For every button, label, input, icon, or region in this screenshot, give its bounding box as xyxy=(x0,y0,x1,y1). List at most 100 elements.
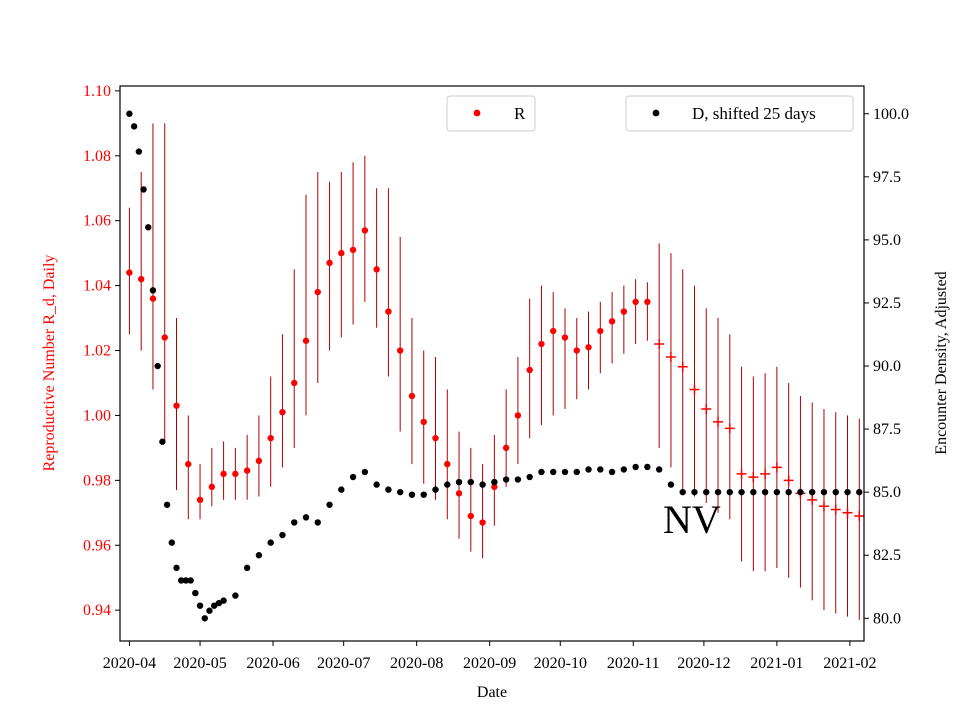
legend-d: D, shifted 25 days xyxy=(625,95,854,132)
d-point xyxy=(149,287,157,294)
r-point xyxy=(526,366,533,374)
d-point xyxy=(154,362,161,370)
d-point xyxy=(168,539,175,546)
r-point-projected xyxy=(818,501,829,512)
d-point xyxy=(243,564,251,572)
r-point xyxy=(220,470,227,478)
d-point xyxy=(620,466,628,473)
x-tick-label: 2020-07 xyxy=(317,655,370,672)
r-point xyxy=(467,512,475,520)
d-point xyxy=(726,488,733,496)
d-point xyxy=(373,481,380,488)
d-point xyxy=(820,488,828,496)
r-point xyxy=(137,275,145,283)
r-point xyxy=(208,483,216,491)
left-tick-label: 1.00 xyxy=(83,407,111,424)
x-tick-label: 2020-04 xyxy=(103,655,156,672)
r-point-projected xyxy=(665,352,676,363)
r-point xyxy=(514,412,522,419)
right-tick-label: 100.0 xyxy=(873,106,909,123)
d-point xyxy=(187,577,194,584)
legend-d-label: D, shifted 25 days xyxy=(692,104,816,123)
left-tick-label: 0.94 xyxy=(83,602,111,619)
d-point xyxy=(192,589,199,597)
d-point xyxy=(632,463,639,471)
d-point xyxy=(703,488,710,496)
x-axis-label: Date xyxy=(477,684,507,701)
d-point xyxy=(408,491,416,498)
x-tick-label: 2020-09 xyxy=(463,655,516,672)
r-point-projected xyxy=(736,468,747,479)
r-point-projected xyxy=(760,468,771,479)
d-point xyxy=(455,478,463,486)
right-tick-label: 82.5 xyxy=(873,547,901,564)
d-point xyxy=(215,599,223,607)
d-point xyxy=(135,148,143,155)
legend-d-box xyxy=(625,95,854,132)
state-annotation: NV xyxy=(663,497,721,542)
r-point xyxy=(243,467,251,474)
left-tick-label: 0.96 xyxy=(83,537,111,554)
x-tick-label: 2020-05 xyxy=(173,655,226,672)
d-point xyxy=(538,468,545,476)
x-tick-label: 2021-01 xyxy=(750,655,803,672)
d-point xyxy=(491,478,498,486)
d-point xyxy=(302,514,310,521)
d-point xyxy=(196,602,204,609)
r-point xyxy=(161,334,168,341)
legend-r: R xyxy=(446,95,536,132)
r-point-projected xyxy=(748,472,759,483)
r-point xyxy=(232,470,239,478)
d-point xyxy=(597,466,604,473)
d-point xyxy=(479,481,486,488)
r-point xyxy=(196,496,204,504)
legend-d-marker xyxy=(652,109,660,117)
d-point xyxy=(210,602,218,609)
d-point xyxy=(163,501,171,508)
r-point-projected xyxy=(654,339,665,350)
x-axis-ticks: 2020-04 2020-05 2020-06 2020-07 2020-08 2020-… xyxy=(103,641,877,672)
d-point xyxy=(145,224,152,231)
r-point xyxy=(585,344,592,351)
d-point xyxy=(314,519,321,526)
r-point xyxy=(408,392,416,400)
r-point xyxy=(173,402,180,409)
right-tick-label: 95.0 xyxy=(873,232,901,249)
d-point xyxy=(206,607,213,614)
axes-frame xyxy=(119,85,865,642)
d-point xyxy=(526,473,533,481)
d-point xyxy=(502,476,510,483)
r-point xyxy=(302,337,310,344)
d-point xyxy=(655,466,663,473)
right-tick-label: 90.0 xyxy=(873,358,901,375)
legend-r-box xyxy=(446,95,536,132)
y-axis-right-label: Encounter Density, Adjusted xyxy=(933,271,950,454)
d-point xyxy=(326,501,333,508)
legend-r-marker xyxy=(473,109,481,117)
legend-r-label: R xyxy=(514,104,526,123)
r-point xyxy=(326,259,333,267)
r-point xyxy=(185,460,192,468)
left-tick-label: 0.98 xyxy=(83,472,111,489)
r-point-projected xyxy=(713,416,724,427)
r-point xyxy=(291,379,298,387)
d-point xyxy=(140,186,147,193)
d-point xyxy=(444,481,451,488)
r-point xyxy=(149,295,157,302)
r-point xyxy=(620,308,628,315)
d-point xyxy=(585,466,592,473)
d-point xyxy=(232,592,239,599)
r-point xyxy=(255,457,263,465)
d-point xyxy=(679,488,686,496)
r-point xyxy=(479,519,486,526)
right-tick-label: 87.5 xyxy=(873,421,901,438)
d-point xyxy=(738,488,745,496)
d-point xyxy=(349,473,357,481)
d-point xyxy=(279,531,286,539)
left-axis-ticks: 0.94 0.96 0.98 1.00 1.02 1.04 1.06 1.08 1.10 xyxy=(83,83,120,619)
d-point xyxy=(420,491,427,498)
plot-area xyxy=(126,110,865,622)
d-point xyxy=(432,486,439,493)
r-point-projected xyxy=(701,403,712,414)
